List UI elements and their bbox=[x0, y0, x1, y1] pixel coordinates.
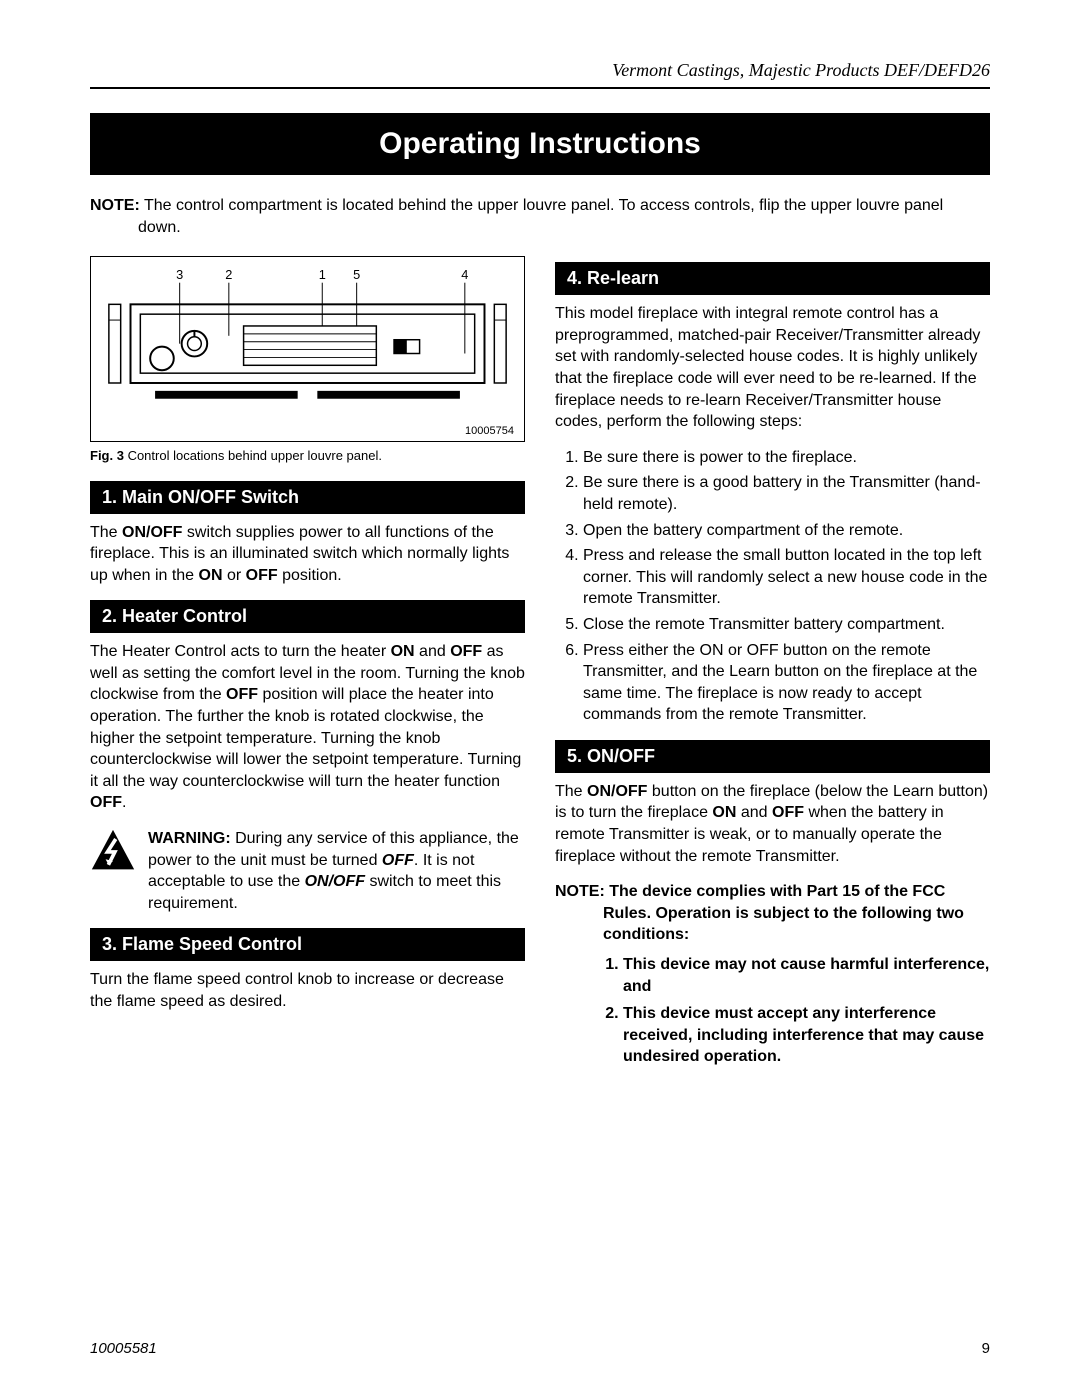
note-label: NOTE: bbox=[90, 197, 140, 214]
figure-control-panel: 3 2 1 5 4 bbox=[90, 256, 525, 441]
relearn-steps: Be sure there is power to the fireplace.… bbox=[555, 447, 990, 726]
svg-text:4: 4 bbox=[461, 267, 468, 282]
warning-block: WARNING: During any service of this appl… bbox=[90, 828, 525, 914]
heading-flame-speed: 3. Flame Speed Control bbox=[90, 928, 525, 961]
relearn-step: Press and release the small button locat… bbox=[583, 545, 990, 610]
svg-text:1: 1 bbox=[319, 267, 326, 282]
footer-page: 9 bbox=[982, 1340, 990, 1357]
access-note: NOTE: The control compartment is located… bbox=[90, 195, 990, 238]
relearn-step: Close the remote Transmitter battery com… bbox=[583, 614, 990, 636]
svg-text:5: 5 bbox=[353, 267, 360, 282]
footer-docnum: 10005581 bbox=[90, 1340, 157, 1357]
figure-id: 10005754 bbox=[101, 425, 514, 437]
heading-onoff: 5. ON/OFF bbox=[555, 740, 990, 773]
warning-text: WARNING: During any service of this appl… bbox=[148, 828, 525, 914]
control-panel-diagram: 3 2 1 5 4 bbox=[101, 265, 514, 422]
fcc-item: This device must accept any interference… bbox=[623, 1003, 990, 1068]
fcc-note-label: NOTE: bbox=[555, 883, 605, 900]
fcc-note-text: The device complies with Part 15 of the … bbox=[603, 883, 964, 943]
warning-icon bbox=[90, 828, 136, 879]
svg-text:3: 3 bbox=[176, 267, 183, 282]
svg-text:2: 2 bbox=[225, 267, 232, 282]
relearn-step: Be sure there is power to the fireplace. bbox=[583, 447, 990, 469]
fcc-block: NOTE: The device complies with Part 15 o… bbox=[555, 881, 990, 1068]
figure-caption: Fig. 3 Control locations behind upper lo… bbox=[90, 448, 525, 463]
heading-relearn: 4. Re-learn bbox=[555, 262, 990, 295]
page-title: Operating Instructions bbox=[90, 113, 990, 175]
left-column: 3 2 1 5 4 bbox=[90, 256, 525, 1074]
text-flame-speed: Turn the flame speed control knob to inc… bbox=[90, 969, 525, 1012]
heading-heater-control: 2. Heater Control bbox=[90, 600, 525, 633]
fcc-item: This device may not cause harmful interf… bbox=[623, 954, 990, 997]
relearn-step: Be sure there is a good battery in the T… bbox=[583, 472, 990, 515]
relearn-step: Open the battery compartment of the remo… bbox=[583, 520, 990, 542]
figure-caption-label: Fig. 3 bbox=[90, 448, 124, 463]
text-heater-control: The Heater Control acts to turn the heat… bbox=[90, 641, 525, 814]
note-text: The control compartment is located behin… bbox=[138, 197, 943, 236]
header-product-line: Vermont Castings, Majestic Products DEF/… bbox=[90, 60, 990, 89]
page-footer: 10005581 9 bbox=[90, 1340, 990, 1357]
text-relearn-intro: This model fireplace with integral remot… bbox=[555, 303, 990, 433]
right-column: 4. Re-learn This model fireplace with in… bbox=[555, 256, 990, 1074]
text-onoff: The ON/OFF button on the fireplace (belo… bbox=[555, 781, 990, 867]
text-main-onoff: The ON/OFF switch supplies power to all … bbox=[90, 522, 525, 587]
heading-main-onoff: 1. Main ON/OFF Switch bbox=[90, 481, 525, 514]
figure-caption-text: Control locations behind upper louvre pa… bbox=[124, 448, 382, 463]
relearn-step: Press either the ON or OFF button on the… bbox=[583, 640, 990, 726]
